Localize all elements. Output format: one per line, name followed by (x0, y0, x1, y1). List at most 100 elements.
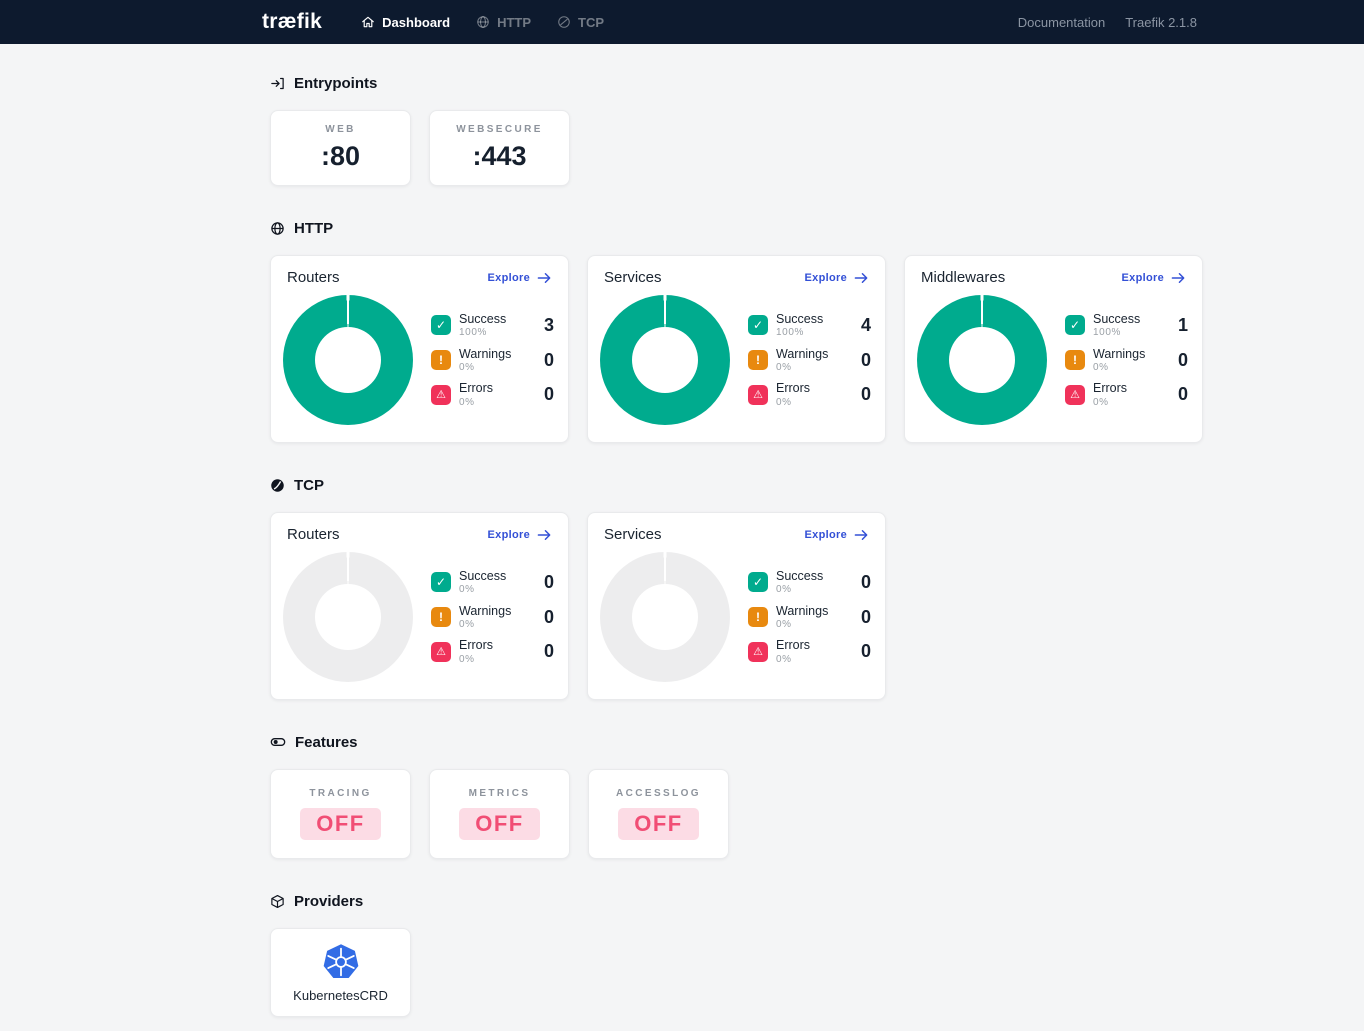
feature-name: TRACING (309, 788, 372, 799)
donut-chart (917, 295, 1047, 425)
explore-link[interactable]: Explore (1122, 272, 1186, 284)
tcp-section: TCP Routers Explore (270, 476, 1206, 700)
success-icon: ✓ (1065, 315, 1085, 336)
tcp-icon (270, 478, 285, 493)
entrypoint-card-web: WEB :80 (270, 110, 411, 186)
explore-link[interactable]: Explore (488, 272, 552, 284)
stat-value: 0 (860, 349, 871, 370)
toggle-icon (270, 734, 286, 750)
providers-section: Providers (270, 892, 1206, 1017)
error-icon: ⚠ (431, 641, 451, 662)
section-title: Entrypoints (294, 74, 378, 92)
stat-text: Errors 0% (776, 381, 810, 408)
warnings-stat-row: ! Warnings 0% 0 (431, 347, 554, 374)
card-header: Middlewares Explore (905, 256, 1202, 286)
arrow-right-icon (537, 272, 552, 284)
stat-value: 0 (543, 606, 554, 627)
stat-value: 0 (543, 641, 554, 662)
tcp-cards: Routers Explore ✓ (270, 512, 1206, 700)
tcp-heading: TCP (270, 476, 1206, 494)
package-icon (270, 894, 285, 909)
stat-value: 0 (543, 349, 554, 370)
arrow-right-icon (854, 272, 869, 284)
features-cards: TRACING OFF METRICS OFF ACCESSLOG OFF (270, 769, 1206, 859)
stat-label: Warnings (776, 346, 829, 361)
errors-stat-row: ⚠ Errors 0% 0 (748, 381, 871, 408)
error-icon: ⚠ (1065, 384, 1085, 405)
features-section: Features TRACING OFF METRICS OFF ACCESSL… (270, 733, 1206, 859)
stat-percent: 0% (1093, 396, 1109, 408)
stat-text: Success 0% (459, 569, 506, 596)
card-title: Services (604, 526, 662, 543)
stat-percent: 0% (459, 618, 475, 630)
card-body: ✓ Success 0% 0 ! Warnings (271, 543, 568, 699)
nav-dashboard[interactable]: Dashboard (348, 0, 463, 44)
globe-icon (476, 15, 490, 29)
donut-chart (600, 552, 730, 682)
feature-card-metrics: METRICS OFF (429, 769, 570, 859)
card-title: Middlewares (921, 269, 1006, 286)
error-icon: ⚠ (748, 641, 768, 662)
entrypoint-port: :443 (472, 141, 527, 171)
entrypoints-section: Entrypoints WEB :80 WEBSECURE :443 (270, 74, 1206, 186)
stat-text: Success 100% (776, 312, 823, 339)
stat-label: Success (776, 311, 824, 326)
explore-link[interactable]: Explore (805, 272, 869, 284)
success-stat-row: ✓ Success 0% 0 (748, 569, 871, 596)
stat-text: Warnings 0% (776, 347, 828, 374)
success-icon: ✓ (431, 572, 451, 593)
explore-link[interactable]: Explore (488, 529, 552, 541)
main-nav: Dashboard HTTP TCP (348, 0, 617, 44)
card-title: Services (604, 269, 662, 286)
http-section: HTTP Routers Explore (270, 219, 1206, 443)
feature-name: ACCESSLOG (616, 788, 701, 799)
warning-icon: ! (431, 607, 451, 627)
stat-label: Errors (459, 638, 494, 653)
section-title: Features (295, 733, 358, 751)
explore-label: Explore (487, 271, 530, 284)
stat-label: Errors (776, 638, 811, 653)
stat-text: Success 0% (776, 569, 823, 596)
card-body: ✓ Success 100% 3 ! Warnings (271, 286, 568, 442)
success-stat-row: ✓ Success 0% 0 (431, 569, 554, 596)
stat-text: Success 100% (1093, 312, 1140, 339)
nav-http-label: HTTP (497, 14, 532, 30)
nav-tcp[interactable]: TCP (544, 0, 617, 44)
error-icon: ⚠ (748, 384, 768, 405)
stat-percent: 0% (776, 584, 792, 596)
explore-link[interactable]: Explore (805, 529, 869, 541)
http-heading: HTTP (270, 219, 1206, 237)
status-badge: OFF (459, 808, 540, 840)
version-link[interactable]: Traefik 2.1.8 (1125, 14, 1197, 30)
stat-percent: 0% (1093, 361, 1109, 373)
stat-label: Success (459, 568, 507, 583)
explore-label: Explore (487, 528, 530, 541)
stat-label: Warnings (1093, 346, 1146, 361)
stat-label: Warnings (776, 603, 829, 618)
warnings-stat-row: ! Warnings 0% 0 (1065, 347, 1188, 374)
feature-card-tracing: TRACING OFF (270, 769, 411, 859)
documentation-link[interactable]: Documentation (1017, 14, 1106, 30)
tcp-routers-card: Routers Explore ✓ (270, 512, 569, 700)
arrow-right-icon (1171, 272, 1186, 284)
stat-text: Errors 0% (459, 381, 493, 408)
feature-name: METRICS (468, 788, 531, 799)
tcp-services-card: Services Explore ✓ (587, 512, 886, 700)
provider-name: KubernetesCRD (293, 988, 388, 1003)
http-services-card: Services Explore ✓ (587, 255, 886, 443)
entrypoints-icon (270, 76, 285, 91)
tcp-icon (557, 15, 571, 29)
stat-value: 0 (860, 641, 871, 662)
stat-text: Success 100% (459, 312, 506, 339)
status-badge: OFF (618, 808, 699, 840)
nav-dashboard-label: Dashboard (382, 14, 451, 30)
traefik-logo: træfik (262, 10, 323, 33)
kubernetes-icon (321, 942, 361, 982)
warning-icon: ! (748, 350, 768, 370)
nav-http[interactable]: HTTP (463, 0, 544, 44)
stat-text: Errors 0% (1093, 381, 1127, 408)
navbar-right: Documentation Traefik 2.1.8 (1018, 15, 1197, 30)
stats-list: ✓ Success 100% 1 ! Warnings (1065, 312, 1188, 409)
entrypoint-name: WEBSECURE (456, 124, 543, 135)
